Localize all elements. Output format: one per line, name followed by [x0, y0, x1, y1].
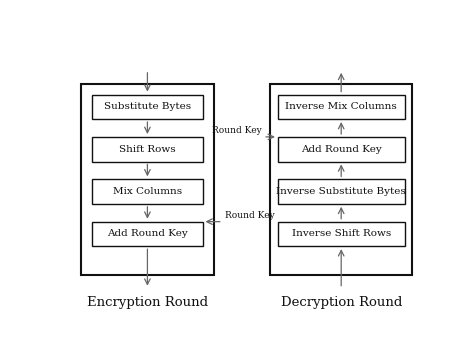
- Text: Inverse Substitute Bytes: Inverse Substitute Bytes: [276, 187, 406, 196]
- Text: Substitute Bytes: Substitute Bytes: [104, 102, 191, 111]
- Text: Inverse Shift Rows: Inverse Shift Rows: [292, 229, 391, 239]
- FancyBboxPatch shape: [92, 179, 202, 204]
- FancyBboxPatch shape: [92, 137, 202, 162]
- FancyBboxPatch shape: [278, 222, 405, 246]
- Text: Round Key: Round Key: [211, 126, 261, 135]
- FancyBboxPatch shape: [278, 179, 405, 204]
- FancyBboxPatch shape: [82, 84, 213, 275]
- Text: Mix Columns: Mix Columns: [113, 187, 182, 196]
- Text: Round Key: Round Key: [225, 211, 274, 220]
- FancyBboxPatch shape: [92, 222, 202, 246]
- FancyBboxPatch shape: [278, 137, 405, 162]
- Text: Add Round Key: Add Round Key: [107, 229, 188, 239]
- FancyBboxPatch shape: [92, 94, 202, 119]
- Text: Encryption Round: Encryption Round: [87, 296, 208, 309]
- Text: Inverse Mix Columns: Inverse Mix Columns: [285, 102, 397, 111]
- FancyBboxPatch shape: [278, 94, 405, 119]
- Text: Add Round Key: Add Round Key: [301, 145, 382, 154]
- Text: Shift Rows: Shift Rows: [119, 145, 176, 154]
- FancyBboxPatch shape: [271, 84, 412, 275]
- Text: Decryption Round: Decryption Round: [281, 296, 402, 309]
